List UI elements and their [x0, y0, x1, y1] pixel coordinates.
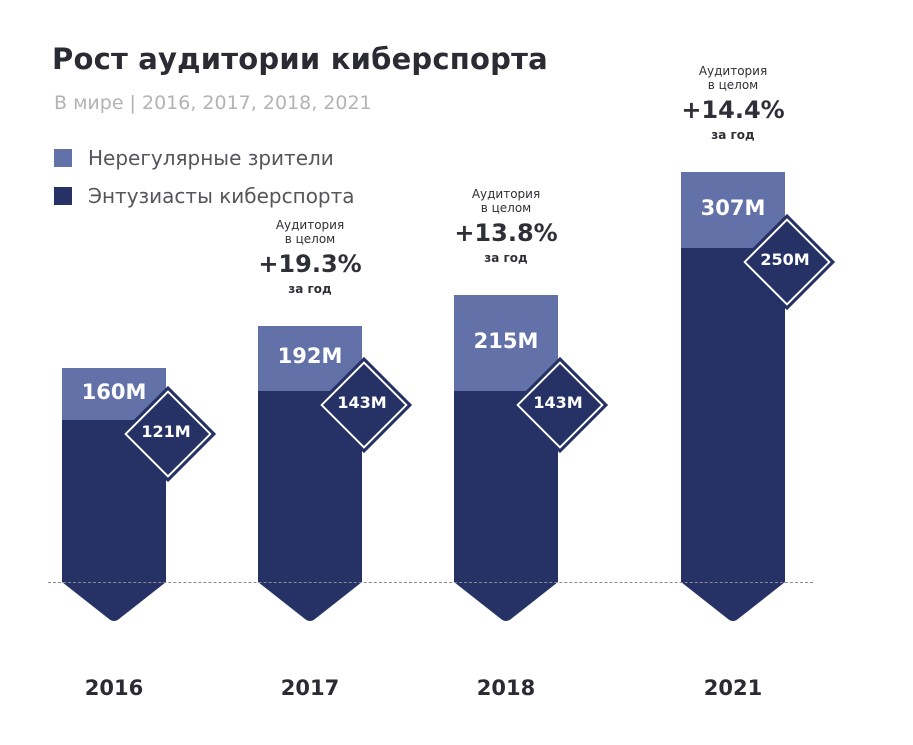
total-label-2018: 215M — [473, 328, 539, 353]
chart-subtitle: В мире | 2016, 2017, 2018, 2021 — [54, 92, 372, 114]
legend-item-casual: Нерегулярные зрители — [54, 146, 334, 170]
enthusiasts-label-2016: 121M — [141, 422, 191, 442]
total-label-2017: 192M — [277, 344, 343, 369]
annotation-suffix: за год — [484, 250, 528, 265]
legend-label-casual: Нерегулярные зрители — [88, 146, 334, 170]
x-tick-2021: 2021 — [703, 676, 763, 700]
legend-swatch-enthusiasts — [54, 187, 72, 205]
annotation-line2: в целом — [480, 200, 532, 215]
baseline — [48, 582, 813, 583]
annotation-line2: в целом — [707, 78, 759, 92]
enthusiasts-label-2021: 250M — [760, 250, 810, 270]
annotation-line1: Аудитория — [471, 186, 541, 201]
enthusiasts-label-2018: 143M — [533, 393, 583, 413]
legend-item-enthusiasts: Энтузиасты киберспорта — [54, 184, 355, 208]
annotation-value: +19.3% — [258, 249, 362, 278]
bar-arrow-2017 — [258, 582, 362, 621]
annotation-value: +14.4% — [681, 96, 785, 124]
annotation-value: +13.8% — [454, 218, 558, 247]
chart-title: Рост аудитории киберспорта — [52, 42, 548, 76]
annotation-line1: Аудитория — [698, 64, 768, 78]
annotation-line1: Аудитория — [275, 217, 345, 232]
legend-swatch-casual — [54, 149, 72, 167]
annotation-suffix: за год — [711, 128, 755, 142]
x-tick-2017: 2017 — [280, 676, 340, 700]
growth-annotation-2018: Аудитория в целом +13.8% за год — [436, 187, 576, 265]
total-label-2016: 160M — [81, 380, 147, 405]
bar-enthusiasts-2021 — [681, 248, 785, 582]
bar-arrow-2018 — [454, 582, 558, 621]
bar-arrow-2021 — [681, 582, 785, 621]
bar-arrow-2016 — [62, 582, 166, 621]
total-label-2021: 307M — [700, 196, 766, 221]
x-tick-2016: 2016 — [84, 676, 144, 700]
annotation-suffix: за год — [288, 281, 332, 296]
annotation-line2: в целом — [284, 231, 336, 246]
growth-annotation-2017: Аудитория в целом +19.3% за год — [240, 218, 380, 296]
bar-casual-2018 — [454, 294, 558, 392]
legend-label-enthusiasts: Энтузиасты киберспорта — [88, 184, 355, 208]
enthusiasts-label-2017: 143M — [337, 393, 387, 413]
growth-annotation-2021: Аудитория в целом +14.4% за год — [663, 64, 803, 142]
x-tick-2018: 2018 — [476, 676, 536, 700]
bar-casual-2021 — [681, 172, 785, 249]
